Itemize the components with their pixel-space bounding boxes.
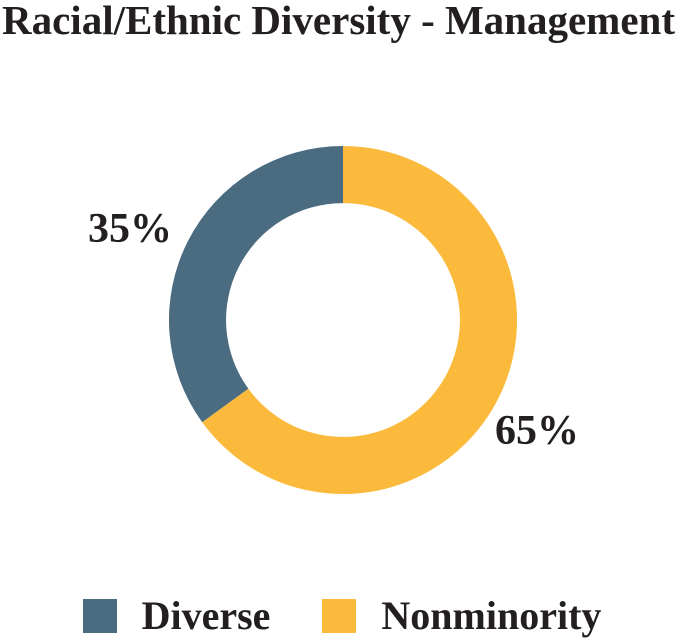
slice-label-nonminority: 65% [495,408,579,454]
legend-label-diverse: Diverse [141,593,271,638]
legend-label-nonminority: Nonminority [381,593,602,638]
legend-item-nonminority: Nonminority [322,596,601,636]
donut-slice-diverse [169,146,343,423]
donut-chart-area [169,146,518,494]
chart-title: Racial/Ethnic Diversity - Management [2,0,675,43]
slice-label-diverse: 35% [88,206,172,252]
legend-item-diverse: Diverse [82,593,271,638]
donut-chart [169,146,518,494]
legend-swatch-nonminority-icon [322,599,357,633]
legend: Diverse Nonminority [0,596,684,636]
legend-swatch-diverse-icon [82,599,117,633]
donut-slice-nonminority [202,146,518,494]
